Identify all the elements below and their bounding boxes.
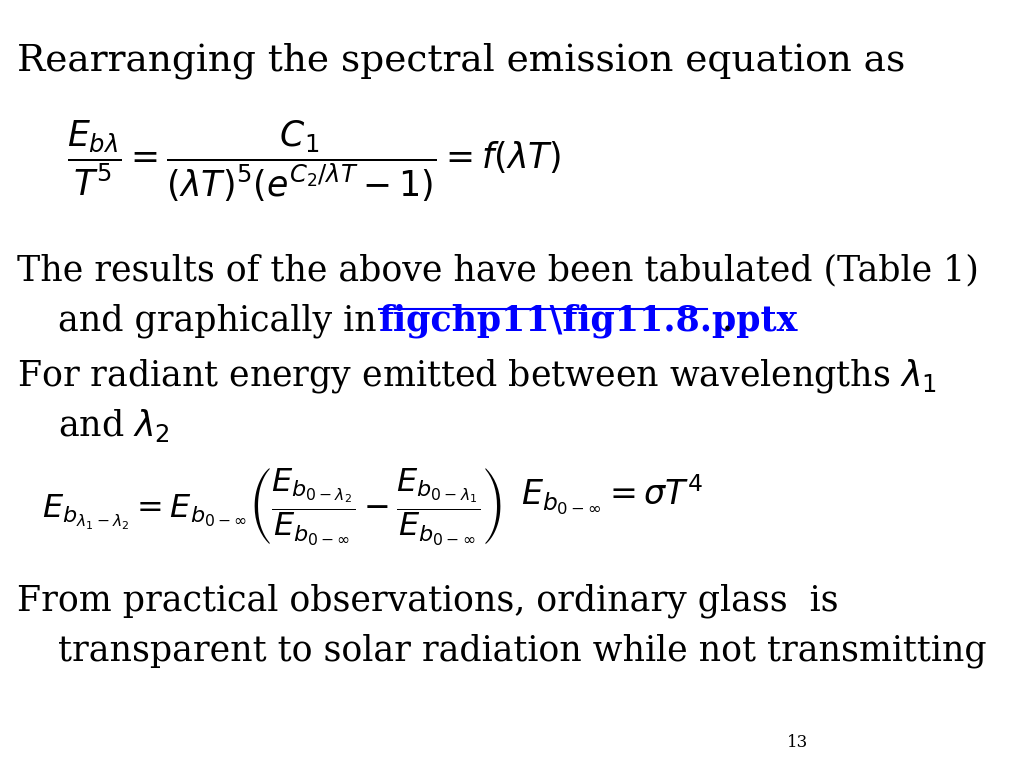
Text: and graphically in: and graphically in bbox=[58, 303, 388, 338]
Text: 13: 13 bbox=[787, 734, 808, 751]
Text: figchp11\fig11.8.pptx: figchp11\fig11.8.pptx bbox=[379, 303, 799, 338]
Text: $E_{b_{\lambda_1-\lambda_2}} = E_{b_{0-\infty}}\left(\dfrac{E_{b_{0-\lambda_2}}}: $E_{b_{\lambda_1-\lambda_2}} = E_{b_{0-\… bbox=[42, 465, 502, 547]
Text: From practical observations, ordinary glass  is: From practical observations, ordinary gl… bbox=[16, 584, 839, 618]
Text: transparent to solar radiation while not transmitting: transparent to solar radiation while not… bbox=[58, 634, 987, 668]
Text: $\dfrac{E_{b\lambda}}{T^5} = \dfrac{C_1}{(\lambda T)^5(e^{C_2/\lambda T}-1)} = f: $\dfrac{E_{b\lambda}}{T^5} = \dfrac{C_1}… bbox=[67, 119, 561, 204]
Text: For radiant energy emitted between wavelengths $\lambda_1$: For radiant energy emitted between wavel… bbox=[16, 357, 937, 395]
Text: .: . bbox=[711, 303, 733, 337]
Text: and $\lambda_2$: and $\lambda_2$ bbox=[58, 407, 170, 444]
Text: Rearranging the spectral emission equation as: Rearranging the spectral emission equati… bbox=[16, 42, 905, 79]
Text: $E_{b_{0-\infty}} = \sigma T^4$: $E_{b_{0-\infty}} = \sigma T^4$ bbox=[521, 472, 703, 517]
Text: The results of the above have been tabulated (Table 1): The results of the above have been tabul… bbox=[16, 253, 979, 287]
